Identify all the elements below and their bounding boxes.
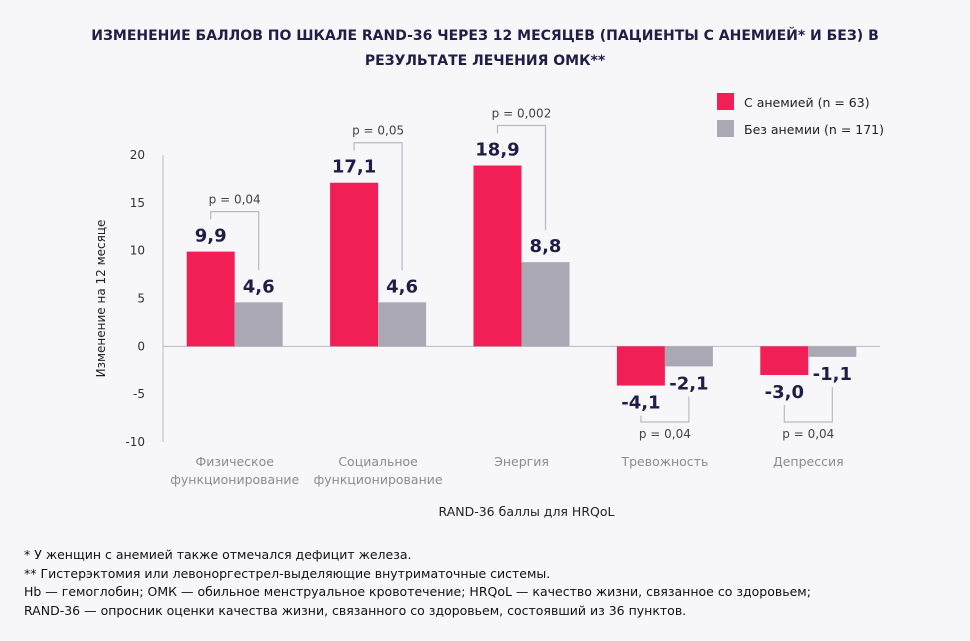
x-axis-label: RAND-36 баллы для HRQoL [439, 504, 615, 519]
y-tick-label: 5 [137, 292, 145, 306]
p-value-label: p = 0,05 [352, 124, 404, 138]
x-tick-label: функционирование [170, 472, 299, 487]
footnote-treatment: ** Гистерэктомия или левоноргестрел-выде… [24, 565, 551, 581]
value-label: -3,0 [765, 382, 804, 403]
p-value-bracket [496, 124, 547, 231]
p-value-label: p = 0,04 [782, 427, 834, 441]
y-tick-label: 15 [130, 196, 145, 210]
bar-no-anemia [521, 262, 570, 347]
p-value-label: p = 0,04 [209, 193, 261, 207]
bar-no-anemia [378, 302, 427, 347]
value-label: 4,6 [243, 276, 275, 297]
y-tick-label: -10 [125, 435, 145, 449]
y-tick-label: 10 [130, 244, 145, 258]
footnotes: * У женщин с анемией также отмечался деф… [24, 546, 811, 620]
x-tick-label: Депрессия [773, 454, 844, 469]
chart: ИЗМЕНЕНИЕ БАЛЛОВ ПО ШКАЛЕ RAND-36 ЧЕРЕЗ … [91, 27, 884, 519]
p-value-bracket [210, 211, 260, 271]
p-value-bracket [783, 386, 833, 423]
value-label: 4,6 [386, 276, 418, 297]
value-label: -2,1 [669, 373, 708, 394]
x-tick-label: Социальное [338, 454, 418, 469]
y-tick-label: 0 [137, 339, 145, 353]
bar-anemia [330, 182, 379, 347]
y-axis-label: Изменение на 12 месяце [94, 220, 108, 378]
x-tick-label: Тревожность [620, 454, 708, 469]
bar-anemia [186, 251, 235, 347]
x-tick-label: Физическое [195, 454, 274, 469]
y-tick-label: 20 [130, 148, 145, 162]
bar-no-anemia [808, 346, 857, 357]
legend-swatch [717, 120, 734, 137]
legend-label: С анемией (n = 63) [744, 95, 870, 110]
bar-anemia [760, 346, 809, 376]
footnote-abbreviations: Hb — гемоглобин; ОМК — обильное менструа… [24, 584, 811, 599]
p-value-label: p = 0,002 [492, 107, 552, 121]
x-tick-label: функционирование [314, 472, 443, 487]
value-label: -1,1 [813, 364, 852, 385]
p-value-label: p = 0,04 [639, 427, 691, 441]
bar-anemia [616, 346, 665, 386]
bar-no-anemia [664, 346, 713, 367]
p-value-bracket [640, 396, 690, 423]
value-label: 17,1 [332, 157, 376, 178]
value-label: -4,1 [621, 393, 660, 414]
legend-swatch [717, 93, 734, 110]
y-tick-label: -5 [133, 387, 145, 401]
value-label: 18,9 [475, 140, 519, 161]
bar-anemia [473, 165, 522, 347]
x-tick-label: Энергия [494, 454, 549, 469]
value-label: 8,8 [530, 236, 562, 257]
bar-no-anemia [234, 302, 283, 347]
footnote-rand36: RAND-36 — опросник оценки качества жизни… [24, 602, 687, 618]
p-value-bracket [353, 142, 403, 271]
chart-title-line: ИЗМЕНЕНИЕ БАЛЛОВ ПО ШКАЛЕ RAND-36 ЧЕРЕЗ … [91, 27, 879, 44]
value-label: 9,9 [195, 226, 227, 247]
chart-title-line: РЕЗУЛЬТАТЕ ЛЕЧЕНИЯ ОМК** [365, 53, 606, 69]
legend-label: Без анемии (n = 171) [744, 122, 884, 137]
footnote-anemia: * У женщин с анемией также отмечался деф… [24, 547, 412, 562]
